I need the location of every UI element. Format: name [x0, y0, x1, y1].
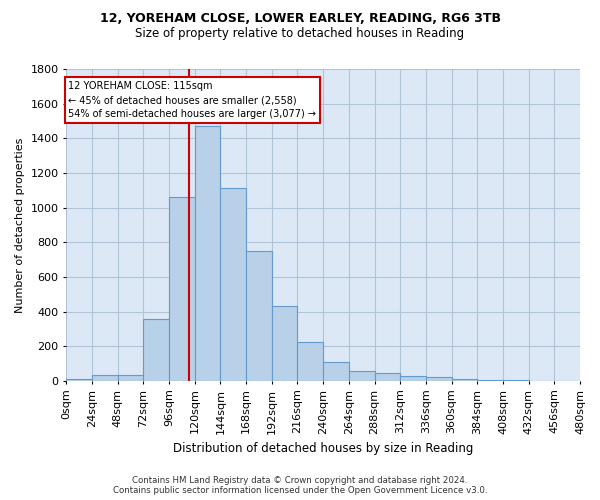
- Bar: [452, 379, 477, 381]
- Bar: [426, 378, 452, 381]
- Bar: [349, 372, 374, 381]
- Text: 12, YOREHAM CLOSE, LOWER EARLEY, READING, RG6 3TB: 12, YOREHAM CLOSE, LOWER EARLEY, READING…: [100, 12, 500, 26]
- Bar: [220, 188, 246, 381]
- Y-axis label: Number of detached properties: Number of detached properties: [15, 138, 25, 312]
- Text: Contains HM Land Registry data © Crown copyright and database right 2024.
Contai: Contains HM Land Registry data © Crown c…: [113, 476, 487, 495]
- Bar: [374, 373, 400, 381]
- Bar: [195, 126, 220, 381]
- Text: 12 YOREHAM CLOSE: 115sqm
← 45% of detached houses are smaller (2,558)
54% of sem: 12 YOREHAM CLOSE: 115sqm ← 45% of detach…: [68, 81, 316, 119]
- Bar: [92, 375, 118, 381]
- Bar: [272, 306, 298, 381]
- X-axis label: Distribution of detached houses by size in Reading: Distribution of detached houses by size …: [173, 442, 473, 455]
- Bar: [67, 379, 92, 381]
- Bar: [477, 380, 503, 381]
- Bar: [246, 251, 272, 381]
- Bar: [143, 318, 169, 381]
- Bar: [503, 380, 529, 381]
- Bar: [400, 376, 426, 381]
- Text: Size of property relative to detached houses in Reading: Size of property relative to detached ho…: [136, 28, 464, 40]
- Bar: [298, 342, 323, 381]
- Bar: [323, 362, 349, 381]
- Bar: [118, 375, 143, 381]
- Bar: [169, 197, 195, 381]
